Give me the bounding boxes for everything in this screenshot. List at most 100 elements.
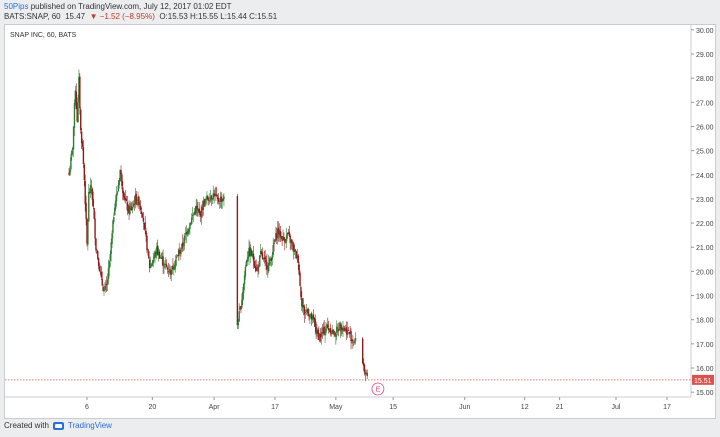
earnings-marker-label: E <box>376 387 381 394</box>
candle-body <box>118 180 120 186</box>
candle-body <box>236 196 239 326</box>
candle-body <box>295 251 298 258</box>
publish-line: 50Pips published on TradingView.com, Jul… <box>4 2 232 11</box>
candle-body <box>309 315 311 318</box>
candle-body <box>217 197 220 203</box>
candle-body <box>263 257 265 259</box>
candle-body <box>307 308 309 316</box>
candle-body <box>137 196 139 202</box>
candle-body <box>242 292 244 301</box>
candle-body <box>292 244 294 246</box>
candle-body <box>220 196 222 203</box>
candle-body <box>71 148 74 151</box>
candle-body <box>281 236 283 242</box>
symbol-interval: BATS:SNAP, 60 <box>4 12 61 21</box>
candle-body <box>272 244 274 256</box>
candle-body <box>172 266 174 270</box>
candle-body <box>265 260 267 262</box>
candle-body <box>77 97 79 123</box>
candle-body <box>73 103 76 128</box>
candle-body <box>243 275 246 285</box>
candle-body <box>127 207 129 212</box>
candle-body <box>269 259 272 261</box>
candle-body <box>322 327 325 334</box>
candle-body <box>238 311 240 322</box>
candle-body <box>126 202 128 211</box>
candle-body <box>140 205 142 210</box>
y-tick-label: 30.00 <box>696 28 714 35</box>
candle-body <box>103 289 105 292</box>
candle-body <box>251 253 254 257</box>
candle-body <box>95 238 97 251</box>
last-price-badge <box>692 374 714 385</box>
candle-body <box>146 236 148 251</box>
candle-body <box>80 131 83 144</box>
candle-body <box>344 328 346 332</box>
candle-body <box>165 264 168 268</box>
candle-body <box>134 195 137 205</box>
candle-body <box>259 250 262 255</box>
candle-body <box>181 243 183 249</box>
candle-body <box>215 194 217 196</box>
candle-body <box>223 196 225 200</box>
tradingview-logo-icon <box>52 421 64 430</box>
candle-body <box>252 253 255 261</box>
candle-body <box>114 207 116 216</box>
candle-body <box>208 201 211 203</box>
candle-body <box>182 243 185 247</box>
y-tick-label: 29.00 <box>696 52 714 59</box>
chart-panel: 15.00 16.00 17.00 18.00 19.00 20.00 21.00 22.00… <box>4 24 716 419</box>
candle-body <box>114 200 117 209</box>
candle-body <box>267 270 269 272</box>
candle-body <box>197 209 199 211</box>
candle-body <box>290 240 292 243</box>
candle-body <box>291 239 293 244</box>
candle-body <box>308 314 310 317</box>
candle-body <box>342 328 344 332</box>
ohlc-values: O:15.53 H:15.55 L:15.44 C:15.51 <box>159 12 278 21</box>
candle-body <box>352 339 354 342</box>
candle-body <box>260 251 263 254</box>
footer: Created with TradingView <box>4 421 112 430</box>
candle-body <box>116 192 119 194</box>
candle-body <box>294 249 297 252</box>
candle-body <box>288 232 290 236</box>
tradingview-brand-link[interactable]: TradingView <box>67 421 112 430</box>
candle-body <box>216 195 218 196</box>
candle-body <box>259 255 261 267</box>
candle-body <box>187 230 189 235</box>
candle-body <box>266 262 268 270</box>
candle-body <box>207 196 209 200</box>
candle-body <box>139 205 141 207</box>
earnings-marker-icon <box>371 382 385 396</box>
author-link[interactable]: 50Pips <box>4 2 29 11</box>
candle-body <box>142 217 145 222</box>
candle-body <box>335 334 337 337</box>
candle-body <box>68 172 70 175</box>
candle-body <box>69 169 71 176</box>
candle-body <box>117 185 120 192</box>
y-tick-label: 15.00 <box>696 390 714 397</box>
candle-body <box>174 264 176 270</box>
candle-body <box>257 266 259 272</box>
last-price-label: 15.51 <box>694 378 712 385</box>
candlestick-chart[interactable]: 15.00 16.00 17.00 18.00 19.00 20.00 21.00 22.00… <box>5 25 715 418</box>
candle-body <box>120 170 122 175</box>
candle-body <box>198 208 200 213</box>
y-tick-label: 23.00 <box>696 197 714 204</box>
candle-body <box>268 258 271 265</box>
candle-body <box>208 199 210 201</box>
candle-body <box>301 298 303 307</box>
candle-body <box>177 254 179 256</box>
candle-body <box>71 150 73 157</box>
candle-body <box>250 250 253 256</box>
candle-body <box>297 255 299 263</box>
candle-body <box>101 278 103 286</box>
candle-body <box>152 260 154 264</box>
candle-body <box>336 326 338 333</box>
candle-body <box>350 331 352 342</box>
candle-body <box>156 246 158 256</box>
candle-body <box>293 249 296 252</box>
y-tick-label: 18.00 <box>696 318 714 325</box>
candle-body <box>171 265 173 275</box>
